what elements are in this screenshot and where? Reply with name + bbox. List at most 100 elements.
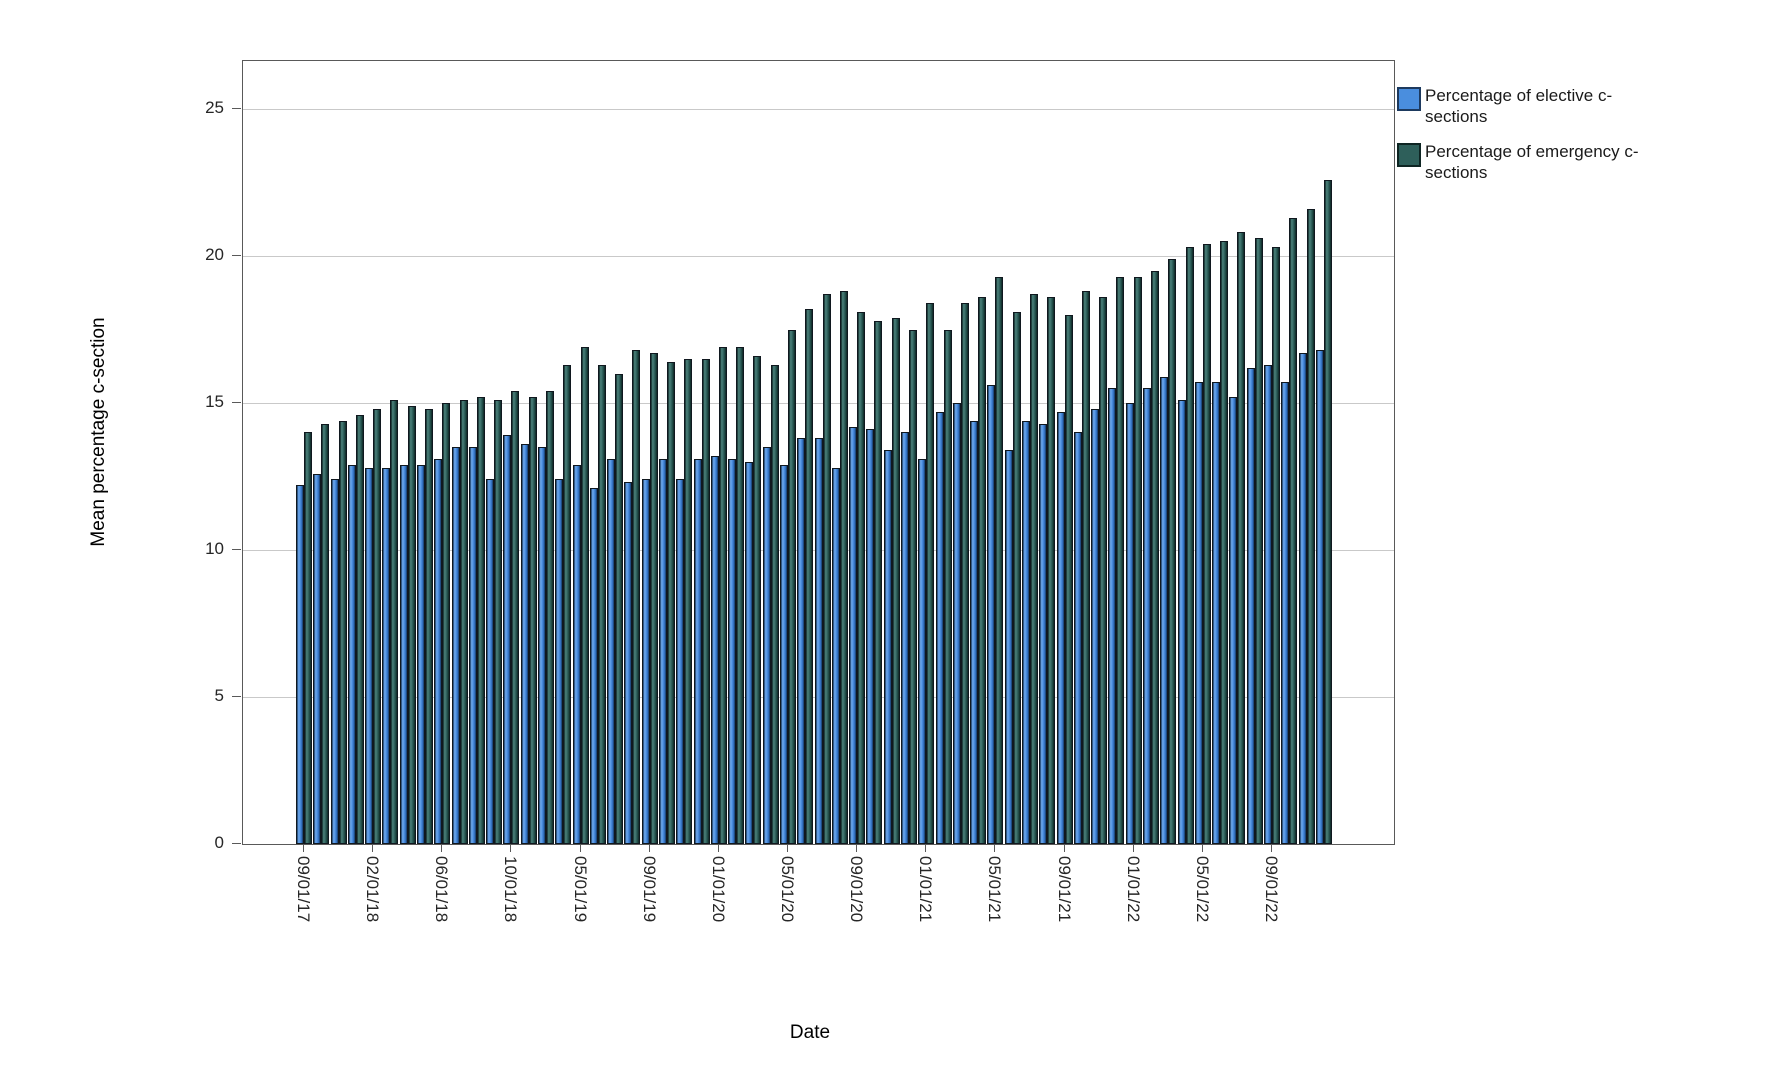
bar-elective-57 — [1281, 382, 1290, 844]
x-tick-label-1: 02/01/18 — [363, 856, 383, 923]
bar-emergency-57 — [1289, 217, 1298, 844]
bar-emergency-29 — [805, 308, 814, 844]
bar-emergency-39 — [978, 297, 987, 844]
legend-entry-emergency: Percentage of emergency c-sections — [1397, 141, 1657, 183]
bar-elective-42 — [1022, 420, 1030, 844]
y-tick-15 — [232, 402, 241, 403]
bar-emergency-13 — [528, 397, 537, 844]
x-axis-title: Date — [789, 1022, 831, 1043]
x-tick-label-7: 05/01/20 — [778, 856, 797, 923]
bar-elective-10 — [468, 447, 477, 844]
y-tick-25 — [232, 108, 241, 109]
y-tick-20 — [232, 255, 241, 256]
bar-elective-39 — [970, 420, 979, 844]
bar-emergency-22 — [684, 358, 693, 844]
bar-emergency-15 — [563, 364, 572, 844]
bar-emergency-59 — [1323, 179, 1332, 844]
bar-emergency-2 — [338, 420, 347, 844]
bar-elective-20 — [641, 479, 650, 844]
elective-series-swatch — [1397, 87, 1421, 111]
bar-emergency-36 — [926, 303, 935, 844]
x-tick-14 — [1271, 844, 1273, 852]
x-tick-label-9: 01/01/21 — [916, 856, 936, 923]
bar-elective-29 — [797, 438, 806, 844]
bar-emergency-53 — [1220, 241, 1229, 844]
x-tick-label-5: 09/01/19 — [639, 856, 659, 923]
x-tick-label-4: 05/01/19 — [570, 856, 590, 923]
bar-elective-46 — [1091, 408, 1100, 844]
x-tick-label-0: 09/01/17 — [294, 856, 313, 923]
bar-emergency-42 — [1030, 294, 1038, 844]
bar-elective-35 — [901, 432, 909, 844]
x-tick-label-6: 01/01/20 — [708, 856, 728, 923]
bar-elective-32 — [849, 426, 858, 844]
y-tick-0 — [232, 843, 241, 844]
bar-emergency-26 — [753, 355, 762, 844]
bar-elective-45 — [1073, 432, 1082, 844]
bar-elective-14 — [538, 447, 546, 844]
bar-elective-9 — [451, 447, 460, 844]
x-tick-label-10: 05/01/21 — [985, 856, 1005, 923]
x-tick-6 — [717, 844, 719, 852]
bar-elective-37 — [935, 411, 944, 844]
bar-emergency-14 — [546, 391, 554, 844]
bar-emergency-4 — [373, 408, 382, 844]
bar-elective-16 — [572, 464, 581, 844]
y-tick-label-10: 10 — [205, 539, 224, 558]
bar-emergency-23 — [701, 358, 710, 844]
bar-elective-18 — [607, 458, 616, 844]
bar-elective-56 — [1264, 364, 1273, 844]
y-tick-label-20: 20 — [205, 245, 224, 264]
bar-emergency-9 — [459, 400, 468, 844]
legend-label-elective: Percentage of elective c-sections — [1425, 86, 1613, 126]
y-tick-5 — [232, 696, 241, 697]
bar-emergency-3 — [355, 414, 364, 844]
legend-entry-elective: Percentage of elective c-sections — [1397, 85, 1657, 127]
bar-elective-15 — [555, 479, 564, 844]
bar-elective-0 — [296, 485, 304, 844]
bar-elective-12 — [503, 435, 512, 844]
bar-emergency-55 — [1254, 238, 1263, 844]
x-tick-2 — [441, 844, 443, 852]
bar-emergency-7 — [425, 408, 433, 844]
bar-emergency-44 — [1064, 314, 1073, 844]
plot-area — [242, 60, 1395, 845]
gridline-15 — [243, 403, 1394, 404]
bar-emergency-34 — [891, 317, 900, 844]
x-tick-label-13: 05/01/22 — [1192, 856, 1212, 923]
bar-elective-43 — [1039, 423, 1048, 844]
bar-emergency-25 — [736, 347, 745, 844]
bar-emergency-20 — [649, 353, 658, 844]
bar-elective-31 — [831, 467, 840, 844]
bar-elective-7 — [417, 464, 425, 844]
bar-elective-13 — [520, 444, 529, 844]
bar-elective-55 — [1246, 367, 1255, 844]
legend-label-emergency: Percentage of emergency c-sections — [1425, 142, 1639, 182]
bar-emergency-35 — [909, 329, 917, 844]
x-tick-label-2: 06/01/18 — [432, 856, 452, 923]
gridline-20 — [243, 256, 1394, 257]
y-tick-label-25: 25 — [205, 98, 224, 117]
bar-emergency-24 — [718, 347, 727, 844]
y-axis-title: Mean percentage c-section — [88, 317, 109, 547]
x-tick-13 — [1201, 844, 1203, 852]
bar-emergency-6 — [407, 405, 416, 844]
bar-elective-4 — [365, 467, 374, 844]
bar-emergency-37 — [943, 329, 952, 844]
bar-elective-19 — [624, 482, 633, 844]
bar-emergency-50 — [1168, 258, 1177, 844]
gridline-25 — [243, 109, 1394, 110]
bar-emergency-18 — [615, 373, 624, 844]
bar-emergency-31 — [839, 291, 848, 844]
bar-emergency-16 — [580, 347, 589, 844]
bar-elective-53 — [1212, 382, 1221, 844]
bar-emergency-27 — [770, 364, 779, 844]
x-tick-label-3: 10/01/18 — [501, 856, 521, 923]
bar-elective-22 — [676, 479, 685, 844]
x-tick-10 — [994, 844, 996, 852]
bar-elective-52 — [1194, 382, 1203, 844]
bar-emergency-32 — [857, 311, 866, 844]
bar-elective-2 — [330, 479, 339, 844]
bar-emergency-49 — [1151, 270, 1159, 844]
bar-elective-41 — [1004, 450, 1013, 844]
